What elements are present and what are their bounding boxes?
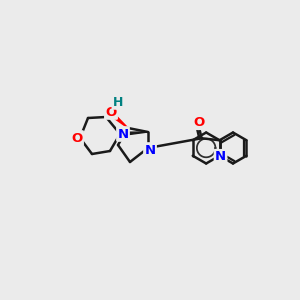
Text: N: N: [117, 128, 129, 140]
Text: O: O: [193, 116, 204, 129]
Text: H: H: [113, 95, 123, 109]
Text: O: O: [71, 131, 82, 145]
Text: N: N: [144, 143, 156, 157]
Text: N: N: [215, 150, 226, 163]
Text: O: O: [105, 106, 117, 118]
Polygon shape: [120, 132, 148, 136]
Polygon shape: [113, 115, 128, 128]
